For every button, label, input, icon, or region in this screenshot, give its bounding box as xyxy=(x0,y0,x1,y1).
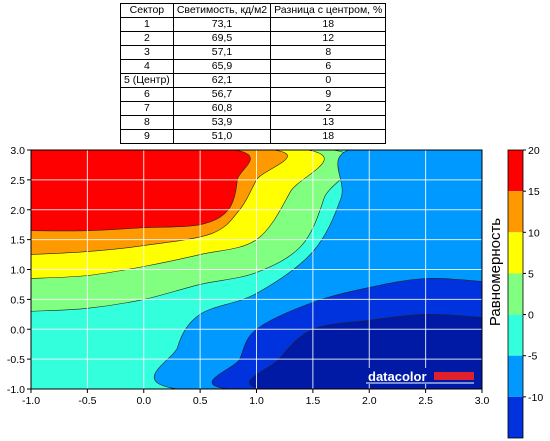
x-tick-label: 1.5 xyxy=(306,395,321,407)
table-row: 7 60,8 2 xyxy=(120,101,387,116)
x-tick-label: -1.0 xyxy=(22,395,40,407)
table-cell: 18 xyxy=(270,129,387,144)
table-row: 6 56,7 9 xyxy=(120,87,387,102)
watermark-text: datacolor xyxy=(368,369,427,384)
table-cell: 51,0 xyxy=(172,129,272,144)
x-tick-label: 3.0 xyxy=(475,395,490,407)
colorbar-band xyxy=(508,232,523,274)
x-tick-label: 0.0 xyxy=(136,395,151,407)
y-tick-label: 3.0 xyxy=(10,145,25,157)
colorbar-band xyxy=(508,150,523,192)
y-tick-label: -0.5 xyxy=(7,354,25,366)
y-tick-label: 1.0 xyxy=(10,265,25,277)
watermark-stripe xyxy=(434,372,474,380)
x-tick-label: 2.0 xyxy=(362,395,377,407)
table-header-row: Сектор Светимость, кд/м2 Разница с центр… xyxy=(120,3,387,18)
table-row: 1 73,1 18 xyxy=(120,17,387,32)
colorbar-tick-label: -10 xyxy=(528,392,543,404)
colorbar-frame xyxy=(507,149,524,439)
y-tick-label: 2.5 xyxy=(10,175,25,187)
colorbar-tick-label: 0 xyxy=(528,310,534,322)
table-cell: 65,9 xyxy=(172,59,272,74)
table-row: 2 69,5 12 xyxy=(120,31,387,46)
y-tick-label: 1.5 xyxy=(10,235,25,247)
table-row: 4 65,9 6 xyxy=(120,59,387,74)
colorbar-tick-label: 5 xyxy=(528,268,534,280)
sector-table: Сектор Светимость, кд/м2 Разница с центр… xyxy=(120,3,387,144)
y-tick-label: 2.0 xyxy=(10,205,25,217)
y-tick-label: 0.5 xyxy=(10,294,25,306)
colorbar-band xyxy=(508,396,523,438)
table-cell: 9 xyxy=(120,129,174,144)
contour-region-15..20 xyxy=(31,150,251,232)
y-tick-label: 0.0 xyxy=(10,324,25,336)
x-tick-label: -0.5 xyxy=(78,395,96,407)
table-row: 9 51,0 18 xyxy=(120,129,387,144)
colorbar-band xyxy=(508,314,523,356)
colorbar-title: Равномерность xyxy=(487,218,504,326)
colorbar-tick-label: 10 xyxy=(528,227,540,239)
x-tick-label: 0.5 xyxy=(193,395,208,407)
x-tick-label: 2.5 xyxy=(418,395,433,407)
colorbar-tick-label: -5 xyxy=(528,351,537,363)
column-header: Сектор xyxy=(120,3,174,18)
y-tick-label: -1.0 xyxy=(7,384,25,396)
colorbar-band xyxy=(508,273,523,315)
colorbar-band xyxy=(508,355,523,397)
table-cell: 60,8 xyxy=(172,101,272,116)
colorbar-tick-label: 15 xyxy=(528,186,540,198)
x-tick-label: 1.0 xyxy=(249,395,264,407)
colorbar-band xyxy=(508,191,523,233)
column-header: Разница с центром, % xyxy=(270,3,387,18)
colorbar-tick-label: 20 xyxy=(528,145,540,157)
column-header: Светимость, кд/м2 xyxy=(172,3,272,18)
